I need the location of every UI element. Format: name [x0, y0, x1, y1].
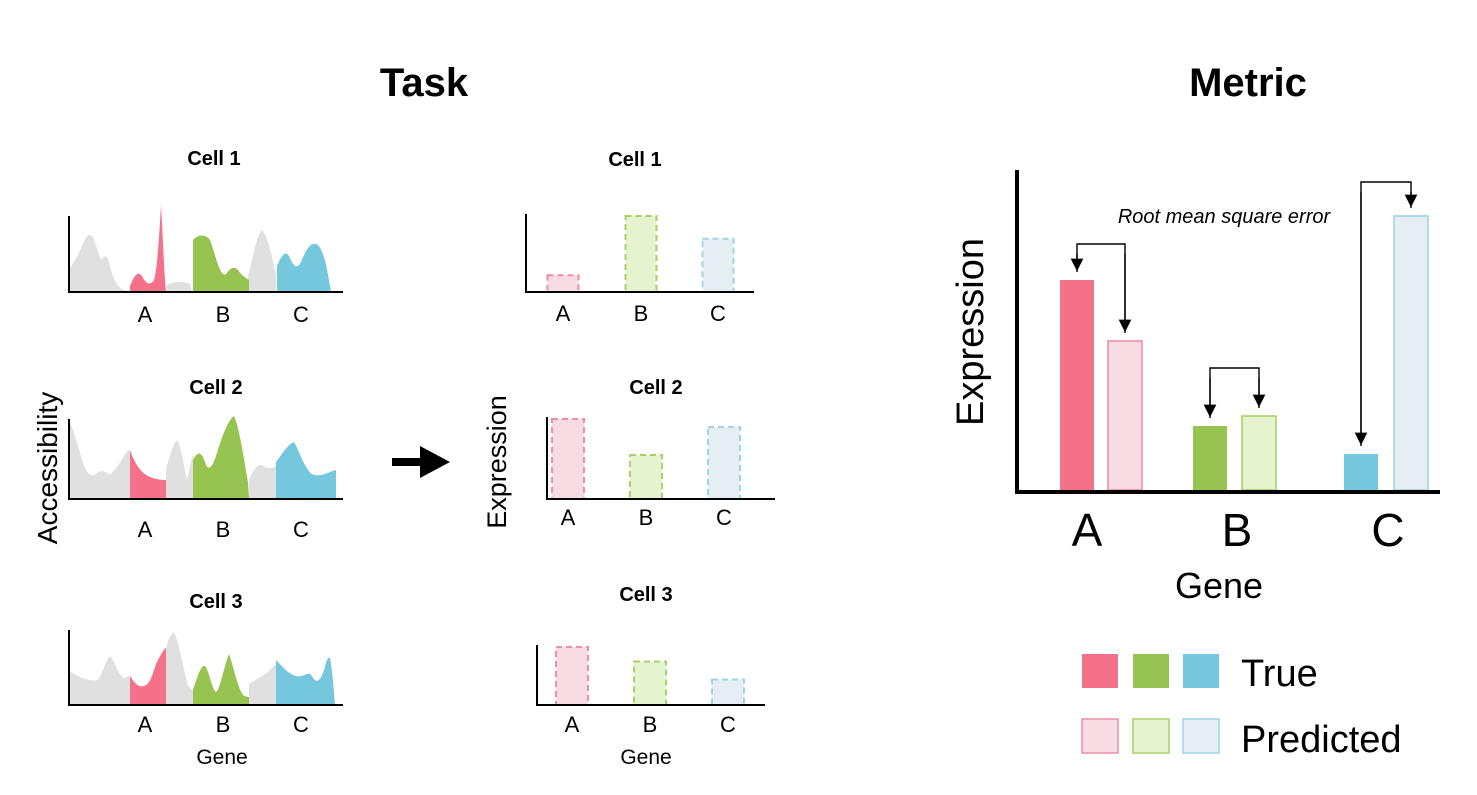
- accessibility-gene-b-signal: [193, 654, 249, 705]
- expression-panel-cell-2: Cell 2 A B C: [546, 377, 775, 530]
- expression-bar-gene-b: [629, 454, 663, 500]
- metric-gene-a-tick: A: [1072, 504, 1103, 556]
- gene-b-tick: B: [216, 712, 231, 737]
- legend-predicted-b-swatch: [1132, 718, 1170, 754]
- metric-true-bar-gene-c: [1344, 454, 1378, 490]
- gene-b-tick: B: [216, 517, 231, 542]
- metric-y-label: Expression: [950, 238, 992, 426]
- legend-predicted-a-swatch: [1081, 718, 1119, 754]
- accessibility-gene-c-signal: [276, 657, 335, 705]
- expression-bar-gene-c: [707, 426, 741, 500]
- accessibility-panel-cell-3: Cell 3 A B C: [68, 591, 343, 737]
- metric-x-label: Gene: [1175, 565, 1263, 606]
- legend-true-a-swatch: [1082, 654, 1118, 688]
- expression-x-label: Gene: [620, 746, 671, 769]
- gene-a-tick: A: [565, 712, 580, 737]
- accessibility-gene-a-signal: [130, 450, 166, 499]
- expression-panels: Cell 1 A B C Cell 2 A B C Cell 3 A B C: [525, 149, 775, 737]
- expression-bar-gene-a: [551, 418, 585, 500]
- gene-b-tick: B: [634, 301, 649, 326]
- metric-true-bar-gene-a: [1060, 280, 1094, 490]
- gene-b-tick: B: [216, 302, 231, 327]
- accessibility-cell-3-axes: [68, 630, 343, 706]
- accessibility-background-signal: [70, 632, 276, 705]
- legend: True Predicted: [1081, 653, 1402, 761]
- accessibility-cell-1-title: Cell 1: [187, 148, 240, 170]
- accessibility-gene-b-signal: [193, 235, 249, 292]
- gene-b-tick: B: [639, 505, 654, 530]
- rmse-annotation: Root mean square error: [1118, 206, 1332, 228]
- expression-cell-3-axes: [536, 645, 765, 706]
- metric-chart: A B C Gene Expression Root mean square e…: [950, 170, 1440, 606]
- gene-c-tick: C: [293, 712, 309, 737]
- expression-cell-3-title: Cell 3: [619, 584, 672, 606]
- accessibility-cell-3-title: Cell 3: [189, 591, 242, 613]
- expression-y-label: Expression: [482, 395, 512, 529]
- accessibility-gene-c-signal: [277, 243, 331, 292]
- gene-c-tick: C: [293, 517, 309, 542]
- gene-c-tick: C: [720, 712, 736, 737]
- accessibility-gene-b-signal: [193, 416, 249, 499]
- metric-predicted-bar-gene-a: [1107, 340, 1143, 491]
- accessibility-cell-2-axes: [68, 419, 343, 500]
- task-title: Task: [380, 61, 469, 105]
- accessibility-y-label: Accessibility: [32, 392, 63, 544]
- metric-predicted-bar-gene-c: [1393, 215, 1429, 491]
- expression-cell-2-title: Cell 2: [629, 377, 682, 399]
- expression-cell-2-axes: [546, 417, 775, 500]
- expression-cell-1-title: Cell 1: [608, 149, 661, 171]
- legend-true-c-swatch: [1183, 654, 1219, 688]
- accessibility-gene-a-signal: [130, 648, 166, 705]
- legend-predicted-label: Predicted: [1241, 719, 1402, 761]
- metric-predicted-bar-gene-b: [1241, 415, 1277, 491]
- metric-true-bar-gene-b: [1193, 426, 1227, 490]
- gene-a-tick: A: [138, 517, 153, 542]
- gene-c-tick: C: [710, 301, 726, 326]
- gene-c-tick: C: [293, 302, 309, 327]
- metric-title: Metric: [1189, 61, 1307, 105]
- accessibility-x-label: Gene: [196, 746, 247, 769]
- gene-a-tick: A: [138, 712, 153, 737]
- legend-predicted-c-swatch: [1182, 718, 1220, 754]
- gene-c-tick: C: [716, 505, 732, 530]
- expression-bar-gene-c: [701, 237, 735, 294]
- accessibility-gene-c-signal: [276, 442, 336, 499]
- gene-a-tick: A: [138, 302, 153, 327]
- accessibility-background-signal: [70, 422, 276, 499]
- expression-bar-gene-b: [624, 215, 658, 293]
- metric-axes: [1015, 170, 1440, 494]
- accessibility-gene-a-signal: [130, 205, 166, 292]
- accessibility-cell-1-axes: [68, 216, 343, 293]
- accessibility-background-signal: [70, 230, 276, 292]
- accessibility-panel-cell-1: Cell 1 A B C: [68, 148, 343, 327]
- gene-a-tick: A: [556, 301, 571, 326]
- metric-gene-c-tick: C: [1371, 504, 1404, 556]
- expression-bar-gene-b: [633, 660, 667, 706]
- expression-panel-cell-3: Cell 3 A B C: [536, 584, 765, 737]
- gene-b-tick: B: [643, 712, 658, 737]
- expression-bar-gene-a: [546, 274, 580, 293]
- task-arrow: [392, 446, 450, 478]
- expression-cell-1-axes: [525, 214, 754, 293]
- accessibility-panel-cell-2: Cell 2 A B C: [68, 377, 343, 542]
- gene-a-tick: A: [561, 505, 576, 530]
- metric-gene-b-tick: B: [1222, 504, 1253, 556]
- expression-bar-gene-c: [711, 678, 745, 706]
- metric-bars: [1060, 181, 1429, 491]
- expression-panel-cell-1: Cell 1 A B C: [525, 149, 754, 326]
- accessibility-cell-2-title: Cell 2: [189, 377, 242, 399]
- expression-bar-gene-a: [555, 646, 589, 706]
- legend-true-b-swatch: [1133, 654, 1169, 688]
- legend-true-label: True: [1241, 653, 1318, 695]
